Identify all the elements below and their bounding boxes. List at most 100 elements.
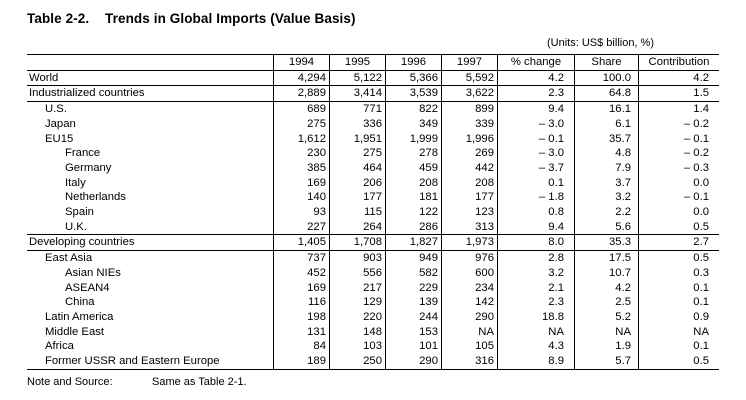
value-cell: 600 <box>441 265 498 281</box>
value-cell: 275 <box>273 116 330 132</box>
row-label: Asian NIEs <box>65 266 121 279</box>
table-row: Developing countries 1,405 1,708 1,827 1,973… <box>27 234 719 251</box>
row-label: ASEAN4 <box>65 281 110 294</box>
value-cell: – 1.8 <box>497 190 575 206</box>
table-row: U.S. 689 771 822 899 9.4 16.1 1.4 <box>27 101 719 117</box>
row-label: U.S. <box>27 101 274 117</box>
value-cell: 16.1 <box>574 101 639 117</box>
value-cell: 976 <box>441 250 498 266</box>
value-cell: 116 <box>273 295 330 310</box>
value-cell: 0.5 <box>638 219 719 235</box>
value-cell: 269 <box>441 146 498 161</box>
value-cell: 4.3 <box>497 339 575 355</box>
value-cell: 0.9 <box>638 309 719 325</box>
value-cell: 123 <box>441 205 498 220</box>
value-cell: 17.5 <box>574 250 639 266</box>
value-cell: 177 <box>441 190 498 206</box>
row-label: China <box>65 296 95 309</box>
note-text: Same as Table 2-1. <box>152 376 247 388</box>
value-cell: 0.5 <box>638 250 719 266</box>
value-cell: 5.7 <box>574 354 639 370</box>
table-row: Italy 169 206 208 208 0.1 3.7 0.0 <box>27 175 719 191</box>
table-row: Netherlands 140 177 181 177– 1.8 3.2– 0.1 <box>27 190 719 206</box>
value-cell: 9.4 <box>497 101 575 117</box>
value-cell: 4.2 <box>497 70 575 86</box>
value-cell: 198 <box>273 309 330 325</box>
units-label: (Units: US$ billion, %) <box>547 37 654 49</box>
value-cell: 208 <box>385 175 442 191</box>
col-header: 1995 <box>329 54 386 71</box>
table-caption: Trends in Global Imports (Value Basis) <box>105 11 356 26</box>
value-cell: 316 <box>441 354 498 370</box>
table-row: World 4,294 5,122 5,366 5,592 4.2 100.0 4.2 <box>27 70 719 86</box>
value-cell: 189 <box>273 354 330 370</box>
value-cell: 1,827 <box>385 234 442 251</box>
value-cell: 2.3 <box>497 295 575 310</box>
value-cell: 1,405 <box>273 234 330 251</box>
value-cell: 227 <box>273 219 330 235</box>
value-cell: 0.3 <box>638 265 719 281</box>
row-label: Germany <box>65 161 112 174</box>
value-cell: 10.7 <box>574 265 639 281</box>
value-cell: 4.2 <box>574 280 639 296</box>
value-cell: 3.2 <box>497 265 575 281</box>
value-cell: 0.0 <box>638 205 719 220</box>
value-cell: 8.9 <box>497 354 575 370</box>
row-label: Developing countries <box>27 234 274 251</box>
value-cell: 2.1 <box>497 280 575 296</box>
value-cell: 122 <box>385 205 442 220</box>
value-cell: – 3.7 <box>497 160 575 176</box>
value-cell: 35.7 <box>574 131 639 147</box>
value-cell: 1,996 <box>441 131 498 147</box>
value-cell: 3,414 <box>329 85 386 102</box>
value-cell: 2.5 <box>574 295 639 310</box>
value-cell: 4,294 <box>273 70 330 86</box>
header-row: 1994 1995 1996 1997 % change Share Contr… <box>27 54 719 71</box>
value-cell: 275 <box>329 146 386 161</box>
header-label-cell <box>27 54 274 71</box>
value-cell: 2.7 <box>638 234 719 251</box>
row-label: East Asia <box>27 250 274 266</box>
value-cell: 5.6 <box>574 219 639 235</box>
table-row: Africa 84 103 101 105 4.3 1.9 0.1 <box>27 339 719 355</box>
table-body: World 4,294 5,122 5,366 5,592 4.2 100.0 4.2 Indu… <box>27 70 719 370</box>
value-cell: 229 <box>385 280 442 296</box>
value-cell: – 3.0 <box>497 116 575 132</box>
value-cell: 737 <box>273 250 330 266</box>
value-cell: 169 <box>273 280 330 296</box>
value-cell: 313 <box>441 219 498 235</box>
value-cell: 3.7 <box>574 175 639 191</box>
table-row: China 116 129 139 142 2.3 2.5 0.1 <box>27 295 719 310</box>
table-row: Asian NIEs 452 556 582 600 3.2 10.7 0.3 <box>27 265 719 281</box>
value-cell: 2.3 <box>497 85 575 102</box>
value-cell: 140 <box>273 190 330 206</box>
table-row: Germany 385 464 459 442– 3.7 7.9– 0.3 <box>27 160 719 176</box>
value-cell: 442 <box>441 160 498 176</box>
value-cell: 177 <box>329 190 386 206</box>
note-source: Note and Source: Same as Table 2-1. <box>27 376 247 388</box>
row-label: Middle East <box>45 325 105 338</box>
value-cell: 148 <box>329 324 386 340</box>
value-cell: 290 <box>385 354 442 370</box>
value-cell: 9.4 <box>497 219 575 235</box>
col-header: 1997 <box>441 54 498 71</box>
table-row: Middle East 131 148 153 NA NA NA NA <box>27 324 719 340</box>
value-cell: 286 <box>385 219 442 235</box>
value-cell: 142 <box>441 295 498 310</box>
value-cell: 18.8 <box>497 309 575 325</box>
value-cell: 556 <box>329 265 386 281</box>
value-cell: 3.2 <box>574 190 639 206</box>
col-header: Share <box>574 54 639 71</box>
table-row: Latin America 198 220 244 290 18.8 5.2 0.9 <box>27 309 719 325</box>
value-cell: 822 <box>385 101 442 117</box>
value-cell: 1.5 <box>638 85 719 102</box>
value-cell: 336 <box>329 116 386 132</box>
value-cell: 771 <box>329 101 386 117</box>
col-header: % change <box>497 54 575 71</box>
value-cell: 234 <box>441 280 498 296</box>
table-row: ASEAN4 169 217 229 234 2.1 4.2 0.1 <box>27 280 719 296</box>
row-label: France <box>65 147 101 160</box>
table-row: EU15 1,612 1,951 1,999 1,996– 0.1 35.7– 0.1 <box>27 131 719 147</box>
value-cell: 101 <box>385 339 442 355</box>
value-cell: 0.1 <box>497 175 575 191</box>
